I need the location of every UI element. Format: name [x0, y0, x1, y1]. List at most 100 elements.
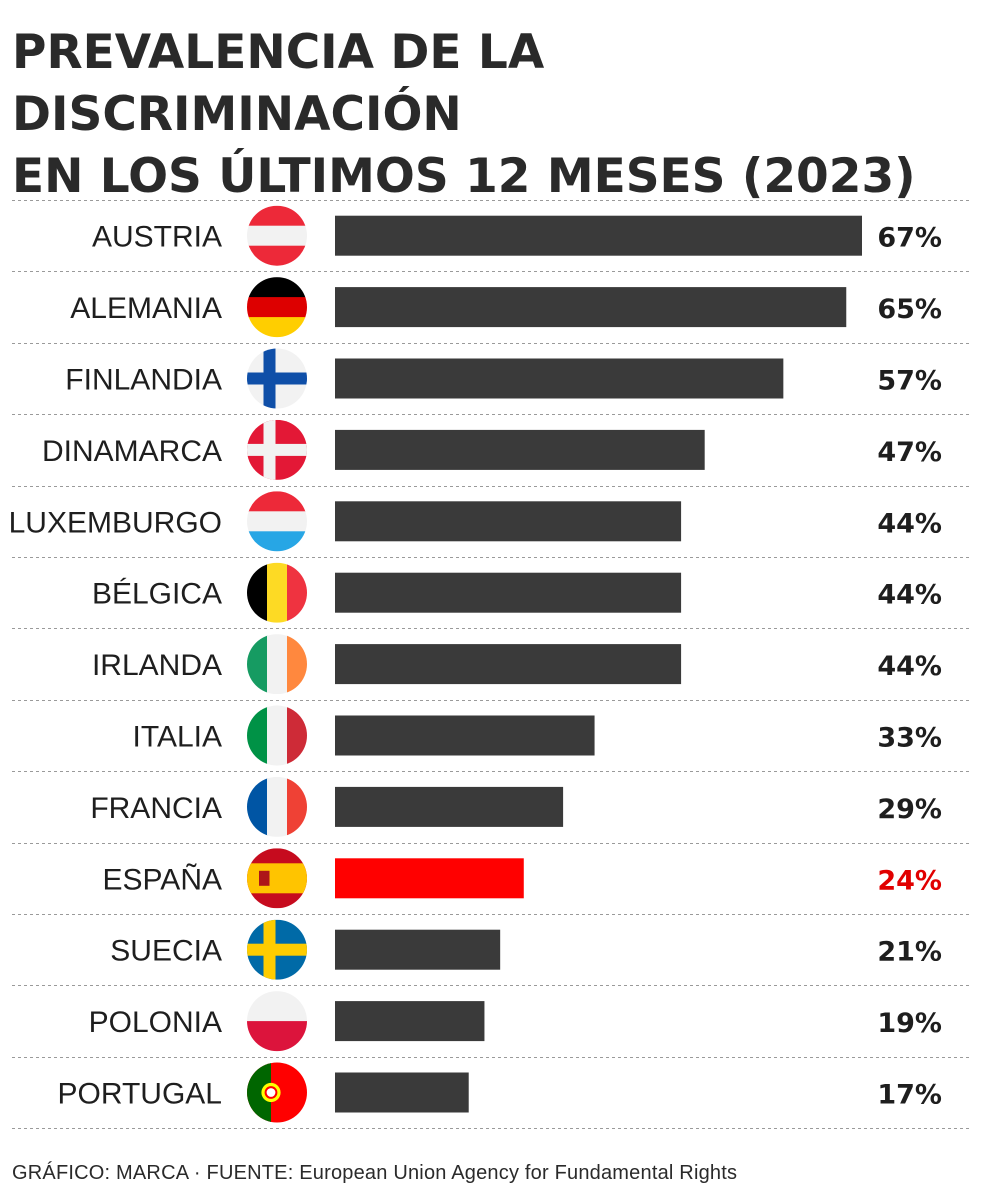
- flag-stripe: [247, 317, 307, 338]
- category-label: ALEMANIA: [70, 292, 222, 325]
- flag-stripe: [267, 776, 288, 837]
- bar: [335, 1001, 485, 1042]
- category-label: LUXEMBURGO: [9, 506, 222, 539]
- bar-row: DINAMARCA 47%: [42, 419, 942, 480]
- value-label: 24%: [877, 865, 942, 896]
- flag-shapes: [247, 919, 307, 980]
- france-flag-icon: [247, 776, 307, 837]
- flag-shapes: [247, 991, 307, 1052]
- bar-row: POLONIA 19%: [89, 991, 942, 1052]
- flag-stripe: [247, 511, 307, 532]
- poland-flag-icon: [247, 991, 307, 1052]
- flag-stripe: [247, 562, 268, 623]
- sweden-flag-icon: [247, 919, 307, 980]
- flag-emblem: [264, 1086, 278, 1099]
- bar-highlight: [335, 858, 524, 899]
- italy-flag-icon: [247, 705, 307, 766]
- belgium-flag-icon: [247, 562, 307, 623]
- bar-row: BÉLGICA 44%: [92, 562, 942, 623]
- category-label: FRANCIA: [90, 792, 222, 825]
- bar-row: ESPAÑA 24%: [103, 848, 942, 909]
- bar-row: AUSTRIA 67%: [92, 205, 942, 266]
- bar-row: SUECIA 21%: [110, 919, 942, 980]
- flag-shapes: [247, 348, 307, 409]
- category-label: PORTUGAL: [58, 1078, 223, 1111]
- flag-stripe: [263, 348, 276, 409]
- flag-stripe: [247, 443, 307, 456]
- flag-stripe: [267, 634, 288, 695]
- bar: [335, 215, 862, 256]
- flag-stripe: [287, 562, 307, 623]
- bar: [335, 429, 705, 470]
- flag-stripe: [247, 705, 268, 766]
- chart-title-line-1: PREVALENCIA DE LA DISCRIMINACIÓN: [12, 25, 545, 142]
- flag-stripe: [247, 943, 307, 956]
- bar-row: ALEMANIA 65%: [70, 277, 942, 338]
- flag-stripe: [247, 1021, 307, 1052]
- flag-stripe: [247, 372, 307, 385]
- value-label: 44%: [877, 580, 942, 611]
- spain-flag-icon: [247, 848, 307, 909]
- flag-stripe: [263, 419, 276, 480]
- value-label: 57%: [877, 366, 942, 397]
- flag-stripe: [247, 277, 307, 298]
- value-label: 65%: [877, 294, 942, 325]
- ireland-flag-icon: [247, 634, 307, 695]
- value-label: 21%: [877, 937, 942, 968]
- flag-shapes: [247, 776, 307, 837]
- category-label: BÉLGICA: [92, 578, 222, 611]
- flag-stripe: [247, 205, 307, 227]
- flag-stripe: [247, 491, 307, 512]
- category-label: SUECIA: [110, 935, 222, 968]
- bar-row: ITALIA 33%: [133, 705, 942, 766]
- value-label: 44%: [877, 651, 942, 682]
- portugal-flag-icon: [247, 1062, 307, 1123]
- bar-row: FINLANDIA 57%: [65, 348, 942, 409]
- bar: [335, 358, 784, 399]
- category-label: DINAMARCA: [42, 435, 222, 468]
- flag-stripe: [247, 776, 268, 837]
- flag-stripe: [267, 705, 288, 766]
- bar: [335, 786, 564, 827]
- value-label: 44%: [877, 508, 942, 539]
- category-label: POLONIA: [89, 1006, 222, 1039]
- value-label: 29%: [877, 794, 942, 825]
- flag-stripe: [267, 562, 288, 623]
- value-label: 47%: [877, 437, 942, 468]
- flag-stripe: [247, 531, 307, 552]
- flag-shapes: [247, 205, 307, 266]
- bar: [335, 1072, 469, 1113]
- flag-stripe: [287, 634, 307, 695]
- category-label: FINLANDIA: [65, 364, 222, 397]
- value-label: 67%: [877, 223, 942, 254]
- source-caption: GRÁFICO: MARCA · FUENTE: European Union …: [12, 1162, 738, 1184]
- flag-stripe: [247, 297, 307, 318]
- denmark-flag-icon: [247, 419, 307, 480]
- flag-shapes: [247, 491, 307, 552]
- value-label: 33%: [877, 723, 942, 754]
- flag-shapes: [247, 848, 307, 909]
- category-label: ESPAÑA: [103, 862, 223, 896]
- bar-row: FRANCIA 29%: [90, 776, 942, 837]
- flag-stripe: [247, 225, 307, 247]
- flag-stripe: [247, 245, 307, 266]
- flag-shapes: [247, 1062, 307, 1123]
- bar: [335, 644, 682, 685]
- bar: [335, 715, 595, 756]
- flag-stripe: [287, 776, 307, 837]
- flag-stripe: [247, 991, 307, 1022]
- category-label: IRLANDA: [92, 649, 222, 682]
- germany-flag-icon: [247, 277, 307, 338]
- flag-shapes: [247, 705, 307, 766]
- bar-row: PORTUGAL 17%: [58, 1062, 942, 1123]
- flag-stripe: [287, 705, 307, 766]
- austria-flag-icon: [247, 205, 307, 266]
- flag-shapes: [247, 562, 307, 623]
- bar-row: IRLANDA 44%: [92, 634, 942, 695]
- bar: [335, 929, 501, 970]
- flag-stripe: [259, 870, 270, 886]
- finland-flag-icon: [247, 348, 307, 409]
- bar: [335, 287, 847, 328]
- flag-stripe: [247, 634, 268, 695]
